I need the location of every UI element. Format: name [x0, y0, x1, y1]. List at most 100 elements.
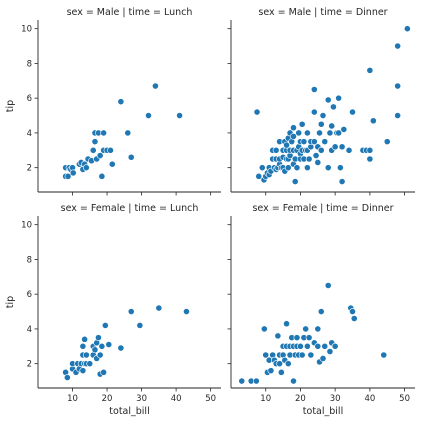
x-tick-label: 50 — [205, 394, 216, 404]
data-point — [284, 360, 292, 368]
data-point — [326, 129, 334, 137]
data-point — [317, 308, 325, 315]
y-tick-label: 4 — [27, 129, 32, 139]
data-point — [79, 342, 87, 350]
data-point — [127, 308, 135, 315]
data-point — [291, 178, 299, 185]
data-point — [64, 172, 72, 180]
data-point — [319, 112, 327, 119]
data-point — [380, 351, 388, 359]
data-point — [155, 304, 163, 312]
data-point — [335, 129, 343, 137]
data-point — [312, 152, 320, 159]
data-point — [305, 155, 313, 163]
y-tick-label: 4 — [27, 325, 32, 335]
data-point — [82, 351, 90, 359]
data-point — [324, 282, 332, 289]
facet-title: sex = Female | time = Dinner — [252, 203, 393, 214]
data-point — [91, 138, 99, 146]
data-point — [297, 342, 304, 350]
y-axis-label: tip — [5, 296, 16, 308]
data-point — [95, 334, 102, 342]
data-point — [151, 82, 159, 90]
data-point — [403, 25, 411, 33]
data-point — [302, 325, 310, 333]
data-point — [91, 346, 99, 354]
data-point — [366, 155, 374, 163]
x-axis-label: total_bill — [109, 406, 149, 417]
data-point — [314, 342, 322, 350]
data-point — [96, 351, 104, 359]
data-point — [317, 120, 325, 128]
data-point — [331, 143, 339, 151]
data-point — [349, 108, 356, 116]
data-point — [81, 335, 89, 343]
y-tick-label: 10 — [21, 221, 32, 231]
data-point — [89, 146, 97, 154]
data-point — [314, 325, 322, 333]
y-tick-label: 2 — [27, 164, 32, 174]
data-point — [127, 153, 135, 161]
data-point — [303, 342, 311, 350]
data-point — [321, 342, 329, 350]
data-point — [176, 112, 183, 119]
data-point — [298, 120, 306, 128]
data-point — [258, 164, 266, 172]
y-tick-label: 6 — [27, 94, 32, 104]
data-point — [96, 152, 104, 159]
data-point — [107, 146, 114, 154]
data-point — [314, 159, 322, 166]
x-tick-label: 30 — [136, 394, 147, 404]
y-tick-label: 8 — [27, 255, 32, 265]
x-tick-label: 20 — [102, 394, 113, 404]
data-point — [293, 334, 301, 342]
data-point — [366, 146, 374, 154]
y-axis-label: tip — [5, 100, 16, 112]
data-point — [136, 322, 144, 329]
data-point — [298, 351, 306, 359]
data-point — [101, 322, 109, 329]
x-tick-label: 30 — [330, 394, 341, 404]
data-point — [394, 112, 402, 119]
data-point — [272, 146, 280, 154]
facet-title: sex = Female | time = Lunch — [61, 203, 199, 214]
data-point — [276, 360, 283, 368]
data-point — [321, 138, 329, 146]
data-point — [317, 146, 325, 154]
data-point — [290, 132, 297, 140]
data-point — [338, 178, 346, 185]
data-point — [274, 332, 282, 340]
y-tick-label: 10 — [21, 25, 32, 35]
data-point — [293, 164, 301, 172]
data-point — [328, 122, 336, 130]
data-point — [290, 124, 297, 132]
data-point — [349, 308, 356, 315]
x-tick-label: 10 — [260, 394, 271, 404]
data-point — [324, 164, 332, 172]
data-point — [82, 164, 90, 172]
facet-title: sex = Male | time = Dinner — [258, 7, 387, 18]
data-point — [350, 315, 358, 322]
x-tick-label: 40 — [364, 394, 375, 404]
data-point — [295, 129, 303, 137]
data-point — [394, 42, 402, 50]
data-point — [105, 341, 113, 348]
data-point — [260, 325, 268, 333]
y-tick-label: 8 — [27, 59, 32, 69]
data-point — [305, 334, 313, 342]
facet-panel: sex = Male | time = Dinner — [227, 7, 415, 196]
data-point — [345, 146, 353, 154]
x-axis-label: total_bill — [303, 406, 343, 417]
data-point — [326, 348, 334, 355]
y-tick-label: 2 — [27, 360, 32, 370]
data-point — [79, 367, 87, 375]
data-point — [324, 96, 332, 104]
data-point — [124, 129, 132, 137]
data-point — [255, 172, 263, 180]
data-point — [63, 374, 71, 381]
facet-panel: sex = Female | time = Dinner 10 20 30 40 50 to… — [227, 203, 415, 417]
data-point — [283, 141, 290, 149]
data-point — [277, 368, 285, 376]
data-point — [262, 351, 270, 359]
